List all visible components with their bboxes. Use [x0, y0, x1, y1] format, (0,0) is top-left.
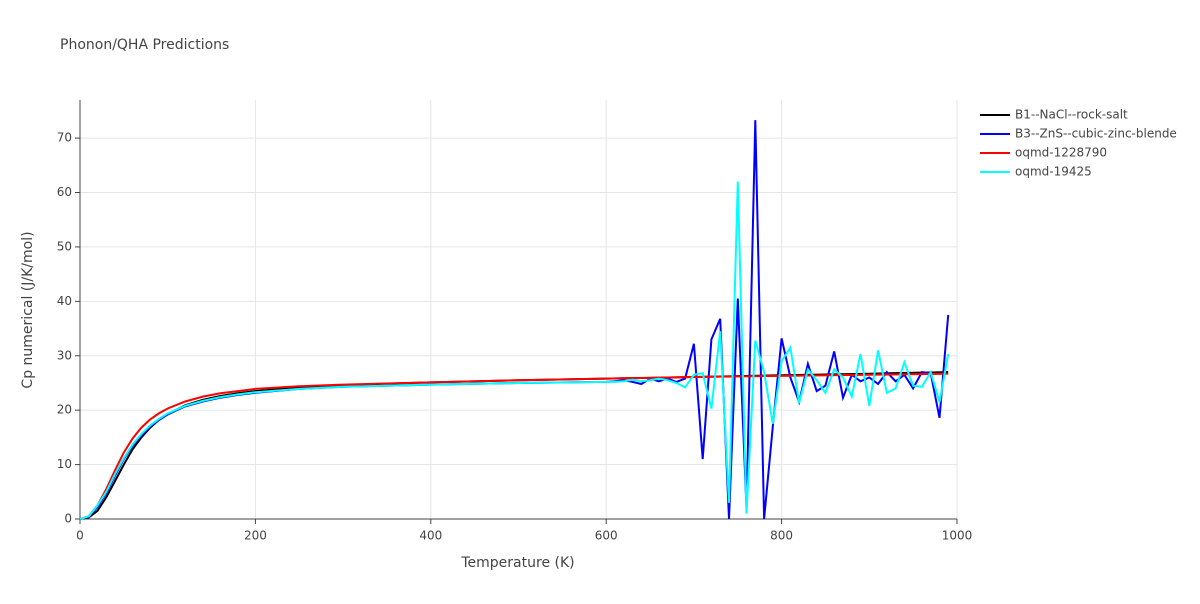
x-tick-label: 200 — [244, 529, 267, 543]
x-axis-title: Temperature (K) — [460, 555, 574, 571]
legend-label: oqmd-1228790 — [1015, 146, 1107, 160]
series-line — [79, 371, 949, 520]
y-tick-label: 20 — [57, 403, 72, 417]
y-tick-label: 0 — [64, 512, 72, 526]
x-tick-label: 0 — [76, 529, 84, 543]
y-tick-label: 10 — [57, 457, 72, 471]
chart-title: Phonon/QHA Predictions — [60, 37, 229, 53]
series-line — [79, 181, 950, 520]
x-tick-label: 400 — [419, 529, 442, 543]
y-axis-title: Cp numerical (J/K/mol) — [20, 231, 36, 388]
x-tick-label: 600 — [595, 529, 618, 543]
y-tick-label: 30 — [57, 348, 72, 362]
legend-label: oqmd-19425 — [1015, 165, 1092, 179]
legend-label: B3--ZnS--cubic-zinc-blende — [1015, 127, 1177, 141]
y-tick-label: 40 — [57, 294, 72, 308]
series-line — [79, 372, 949, 520]
y-tick-label: 60 — [57, 185, 72, 199]
y-tick-label: 50 — [57, 239, 72, 253]
x-tick-label: 1000 — [942, 529, 973, 543]
x-tick-label: 800 — [770, 529, 793, 543]
series-line — [79, 120, 950, 520]
legend-label: B1--NaCl--rock-salt — [1015, 108, 1128, 122]
y-tick-label: 70 — [57, 131, 72, 145]
